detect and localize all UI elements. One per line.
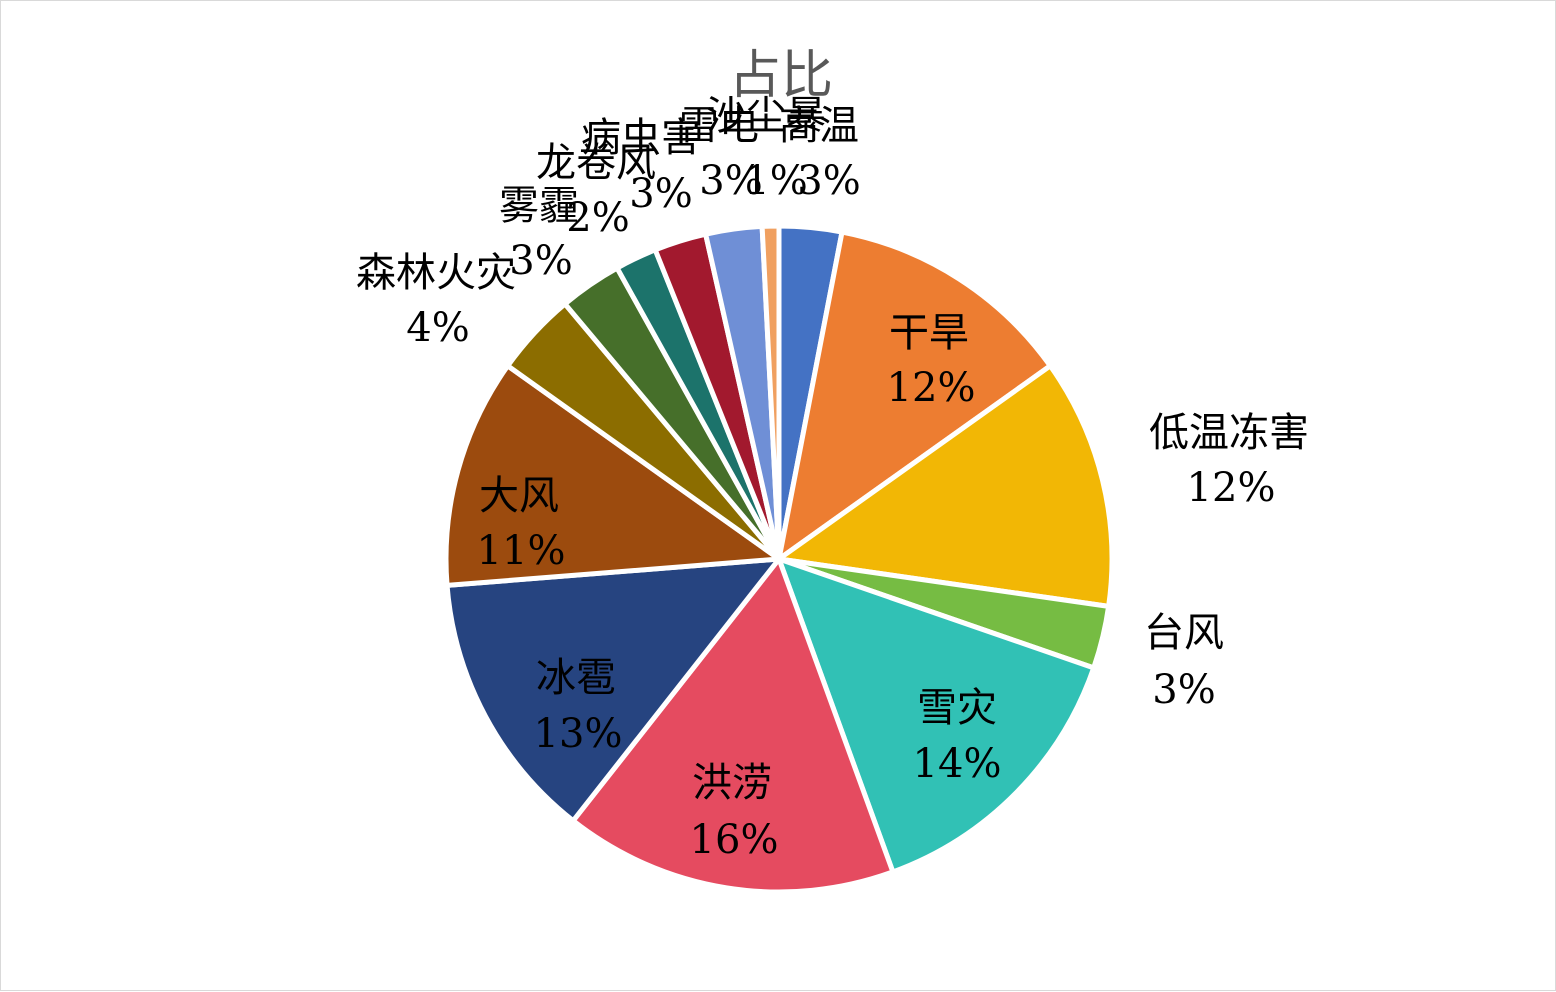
slice-percent-label: 16% <box>690 817 779 863</box>
slice-percent-label: 3% <box>1152 667 1215 713</box>
slice-name-label: 冰雹 <box>536 655 616 701</box>
slice-percent-label: 3% <box>509 238 572 284</box>
pie-slice-7 <box>443 363 782 588</box>
slice-name-label: 病虫害 <box>581 115 701 161</box>
slice-percent-label: 4% <box>406 305 469 351</box>
slice-name-label: 龙卷风 <box>536 140 656 186</box>
slice-name-label: 雷电 <box>679 103 759 149</box>
pie-slices <box>443 223 1115 895</box>
slice-name-label: 低温冻害 <box>1149 410 1309 456</box>
slice-name-label: 高温 <box>779 103 859 149</box>
slice-name-label: 雪灾 <box>917 685 997 731</box>
pie-slice-2 <box>776 363 1115 609</box>
pie-slice-6 <box>444 556 782 824</box>
slice-percent-label: 13% <box>534 711 623 757</box>
slice-name-label: 森林火灾 <box>356 250 516 296</box>
slice-percent-label: 1% <box>744 158 807 204</box>
slice-percent-label: 12% <box>887 365 976 411</box>
pie-slice-1 <box>776 229 1053 562</box>
slice-labels: 高温 3% 干旱 12% 低温冻害 12% 台风 3% 雪灾 14% 洪涝 16% 冰雹 13% 大风 11%… <box>356 93 1309 863</box>
slice-name-label: 干旱 <box>889 310 969 356</box>
slice-name-label: 台风 <box>1144 610 1224 656</box>
slice-name-label: 洪涝 <box>692 760 772 806</box>
slice-name-label: 沙尘暴 <box>706 93 826 139</box>
slice-percent-label: 12% <box>1187 465 1276 511</box>
slice-percent-label: 3% <box>699 158 762 204</box>
slice-percent-label: 11% <box>477 528 566 574</box>
slice-percent-label: 14% <box>913 741 1002 787</box>
pie-slice-4 <box>776 556 1097 875</box>
slice-percent-label: 3% <box>629 171 692 217</box>
pie-slice-13 <box>759 223 782 562</box>
slice-percent-label: 2% <box>566 195 629 241</box>
slice-percent-label: 3% <box>797 158 860 204</box>
slice-name-label: 大风 <box>479 473 559 519</box>
slice-name-label: 雾霾 <box>499 183 579 229</box>
chart-title: 占比 <box>729 46 833 106</box>
pie-slice-5 <box>570 556 896 895</box>
